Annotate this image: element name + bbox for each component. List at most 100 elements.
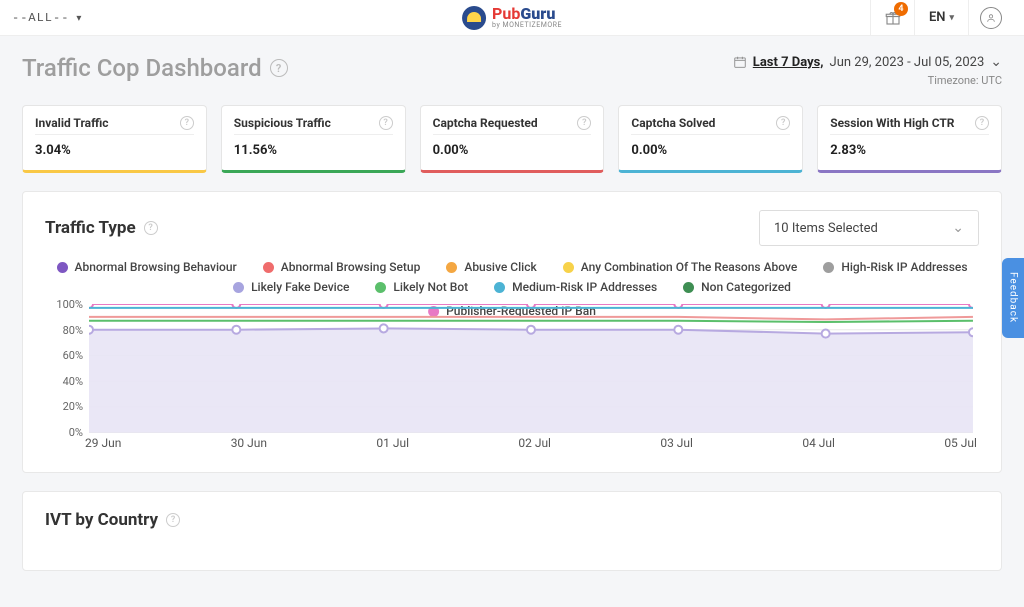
card-value: 0.00%: [433, 143, 592, 158]
panel-title: Traffic Type ?: [45, 218, 158, 238]
domain-selector[interactable]: --ALL--: [12, 11, 82, 25]
chart-legend: Abnormal Browsing Behaviour Abnormal Brow…: [45, 260, 979, 294]
logo-main-b: Guru: [520, 4, 555, 23]
panel-title-text: IVT by Country: [45, 510, 158, 530]
legend-label: Abusive Click: [464, 260, 536, 274]
traffic-type-panel: Traffic Type ? 10 Items Selected Abnorma…: [22, 191, 1002, 473]
legend-label: Any Combination Of The Reasons Above: [581, 260, 798, 274]
legend-label: Abnormal Browsing Setup: [281, 260, 421, 274]
page-body: Traffic Cop Dashboard ? Last 7 Days, Jun…: [0, 36, 1024, 607]
legend-label: Likely Fake Device: [251, 280, 349, 294]
metric-card[interactable]: Session With High CTR ? 2.83%: [817, 105, 1002, 173]
x-tick-label: 30 Jun: [231, 436, 267, 454]
topbar: --ALL-- PubGuru by MONETIZEMORE 4 EN: [0, 0, 1024, 36]
y-tick-label: 0%: [49, 426, 83, 439]
help-icon[interactable]: ?: [577, 116, 591, 130]
timezone: Timezone: UTC: [733, 74, 1002, 87]
chart: Publisher-Requested IP Ban 100%80%60%40%…: [45, 304, 979, 454]
card-value: 0.00%: [631, 143, 790, 158]
feedback-tab[interactable]: Feedback: [1002, 258, 1024, 338]
ivt-panel: IVT by Country ?: [22, 491, 1002, 571]
legend-item[interactable]: Abusive Click: [446, 260, 536, 274]
card-title: Session With High CTR: [830, 116, 954, 130]
legend-item[interactable]: Medium-Risk IP Addresses: [494, 280, 657, 294]
page-title: Traffic Cop Dashboard ?: [22, 54, 288, 82]
card-title: Captcha Solved: [631, 116, 715, 130]
x-tick-label: 05 Jul: [944, 436, 977, 454]
x-tick-label: 03 Jul: [660, 436, 693, 454]
logo-text: PubGuru by MONETIZEMORE: [492, 6, 562, 29]
legend-item[interactable]: High-Risk IP Addresses: [823, 260, 967, 274]
card-value: 11.56%: [234, 143, 393, 158]
x-tick-label: 04 Jul: [802, 436, 835, 454]
help-icon[interactable]: ?: [379, 116, 393, 130]
legend-label: High-Risk IP Addresses: [841, 260, 967, 274]
profile-button[interactable]: [968, 0, 1012, 36]
gift-button[interactable]: 4: [870, 0, 914, 36]
legend-dot: [494, 282, 505, 293]
topbar-right: 4 EN: [870, 0, 1012, 36]
legend-dot: [823, 262, 834, 273]
gift-badge: 4: [894, 2, 908, 16]
x-tick-label: 29 Jun: [85, 436, 121, 454]
legend-dot: [57, 262, 68, 273]
logo-sub: by MONETIZEMORE: [492, 22, 562, 29]
logo-icon: [462, 6, 486, 30]
legend-label: Abnormal Browsing Behaviour: [75, 260, 237, 274]
y-tick-label: 40%: [49, 375, 83, 388]
legend-label: Likely Not Bot: [393, 280, 468, 294]
metric-card[interactable]: Captcha Requested ? 0.00%: [420, 105, 605, 173]
panel-title: IVT by Country ?: [45, 510, 979, 530]
x-axis: 29 Jun30 Jun01 Jul02 Jul03 Jul04 Jul05 J…: [89, 436, 973, 454]
page-title-text: Traffic Cop Dashboard: [22, 54, 262, 82]
legend-item[interactable]: Likely Not Bot: [375, 280, 468, 294]
legend-dot: [375, 282, 386, 293]
logo[interactable]: PubGuru by MONETIZEMORE: [462, 6, 562, 30]
avatar-icon: [980, 7, 1002, 29]
metric-card[interactable]: Suspicious Traffic ? 11.56%: [221, 105, 406, 173]
items-selector-label: 10 Items Selected: [774, 221, 878, 236]
legend-item[interactable]: Abnormal Browsing Setup: [263, 260, 421, 274]
legend-dot: [446, 262, 457, 273]
legend-dot: [263, 262, 274, 273]
date-range: Jun 29, 2023 - Jul 05, 2023: [830, 55, 985, 70]
panel-title-text: Traffic Type: [45, 218, 136, 238]
metric-card[interactable]: Captcha Solved ? 0.00%: [618, 105, 803, 173]
y-tick-label: 80%: [49, 324, 83, 337]
metric-cards: Invalid Traffic ? 3.04% Suspicious Traff…: [22, 105, 1002, 173]
items-selector[interactable]: 10 Items Selected: [759, 210, 979, 246]
x-tick-label: 02 Jul: [518, 436, 551, 454]
date-picker[interactable]: Last 7 Days, Jun 29, 2023 - Jul 05, 2023…: [733, 54, 1002, 87]
date-label: Last 7 Days,: [753, 55, 824, 70]
page-header: Traffic Cop Dashboard ? Last 7 Days, Jun…: [22, 54, 1002, 87]
legend-label: Medium-Risk IP Addresses: [512, 280, 657, 294]
help-icon[interactable]: ?: [975, 116, 989, 130]
card-value: 3.04%: [35, 143, 194, 158]
help-icon[interactable]: ?: [144, 221, 158, 235]
help-icon[interactable]: ?: [270, 59, 288, 77]
legend-item[interactable]: Abnormal Browsing Behaviour: [57, 260, 237, 274]
legend-label: Non Categorized: [701, 280, 791, 294]
chart-plot: [89, 304, 973, 433]
chevron-down-icon: ⌄: [990, 54, 1002, 70]
card-title: Captcha Requested: [433, 116, 538, 130]
help-icon[interactable]: ?: [166, 513, 180, 527]
x-tick-label: 01 Jul: [376, 436, 409, 454]
logo-main-a: Pub: [492, 4, 520, 23]
y-tick-label: 100%: [49, 298, 83, 311]
card-title: Invalid Traffic: [35, 116, 109, 130]
y-tick-label: 20%: [49, 400, 83, 413]
legend-item[interactable]: Any Combination Of The Reasons Above: [563, 260, 798, 274]
card-value: 2.83%: [830, 143, 989, 158]
legend-dot: [563, 262, 574, 273]
language-selector[interactable]: EN: [914, 0, 968, 36]
metric-card[interactable]: Invalid Traffic ? 3.04%: [22, 105, 207, 173]
legend-item[interactable]: Non Categorized: [683, 280, 791, 294]
y-tick-label: 60%: [49, 349, 83, 362]
card-title: Suspicious Traffic: [234, 116, 331, 130]
legend-item[interactable]: Likely Fake Device: [233, 280, 349, 294]
help-icon[interactable]: ?: [776, 116, 790, 130]
calendar-icon: [733, 55, 747, 69]
legend-dot: [683, 282, 694, 293]
help-icon[interactable]: ?: [180, 116, 194, 130]
